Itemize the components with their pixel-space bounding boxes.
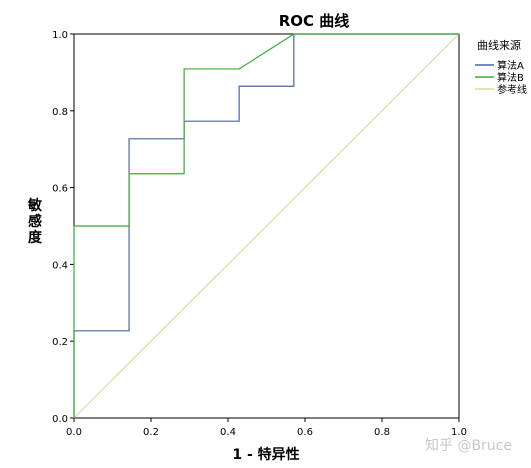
legend-item-label: 算法A <box>497 59 524 72</box>
series-layer <box>73 33 460 419</box>
y-tick-label: 0.8 <box>52 107 68 118</box>
x-tick-label: 0.2 <box>143 427 159 438</box>
y-tick-label: 0.2 <box>52 337 68 348</box>
x-axis: 0.0 0.2 0.4 0.6 0.8 1.0 <box>66 418 467 438</box>
legend-title: 曲线来源 <box>477 38 521 52</box>
y-axis-title: 敏感度 <box>27 197 43 246</box>
x-tick-label: 0.8 <box>374 427 390 438</box>
y-tick-label: 1.0 <box>52 30 68 41</box>
x-tick-label: 0.6 <box>297 427 313 438</box>
y-axis: 0.0 0.2 0.4 0.6 0.8 1.0 <box>52 30 74 425</box>
y-tick-label: 0.0 <box>52 414 68 425</box>
y-tick-label: 0.4 <box>52 260 68 271</box>
series-line-1 <box>73 33 459 418</box>
legend-item-label: 参考线 <box>497 83 527 96</box>
y-tick-label: 0.6 <box>52 184 68 195</box>
series-line-2 <box>73 33 460 419</box>
watermark: 知乎 @Bruce <box>425 437 512 454</box>
x-tick-label: 0.4 <box>220 427 236 438</box>
x-axis-title: 1 - 特异性 <box>232 446 299 463</box>
x-tick-label: 1.0 <box>451 427 467 438</box>
legend-item-label: 算法B <box>497 71 524 84</box>
chart-title: ROC 曲线 <box>279 12 350 30</box>
x-tick-label: 0.0 <box>66 427 82 438</box>
